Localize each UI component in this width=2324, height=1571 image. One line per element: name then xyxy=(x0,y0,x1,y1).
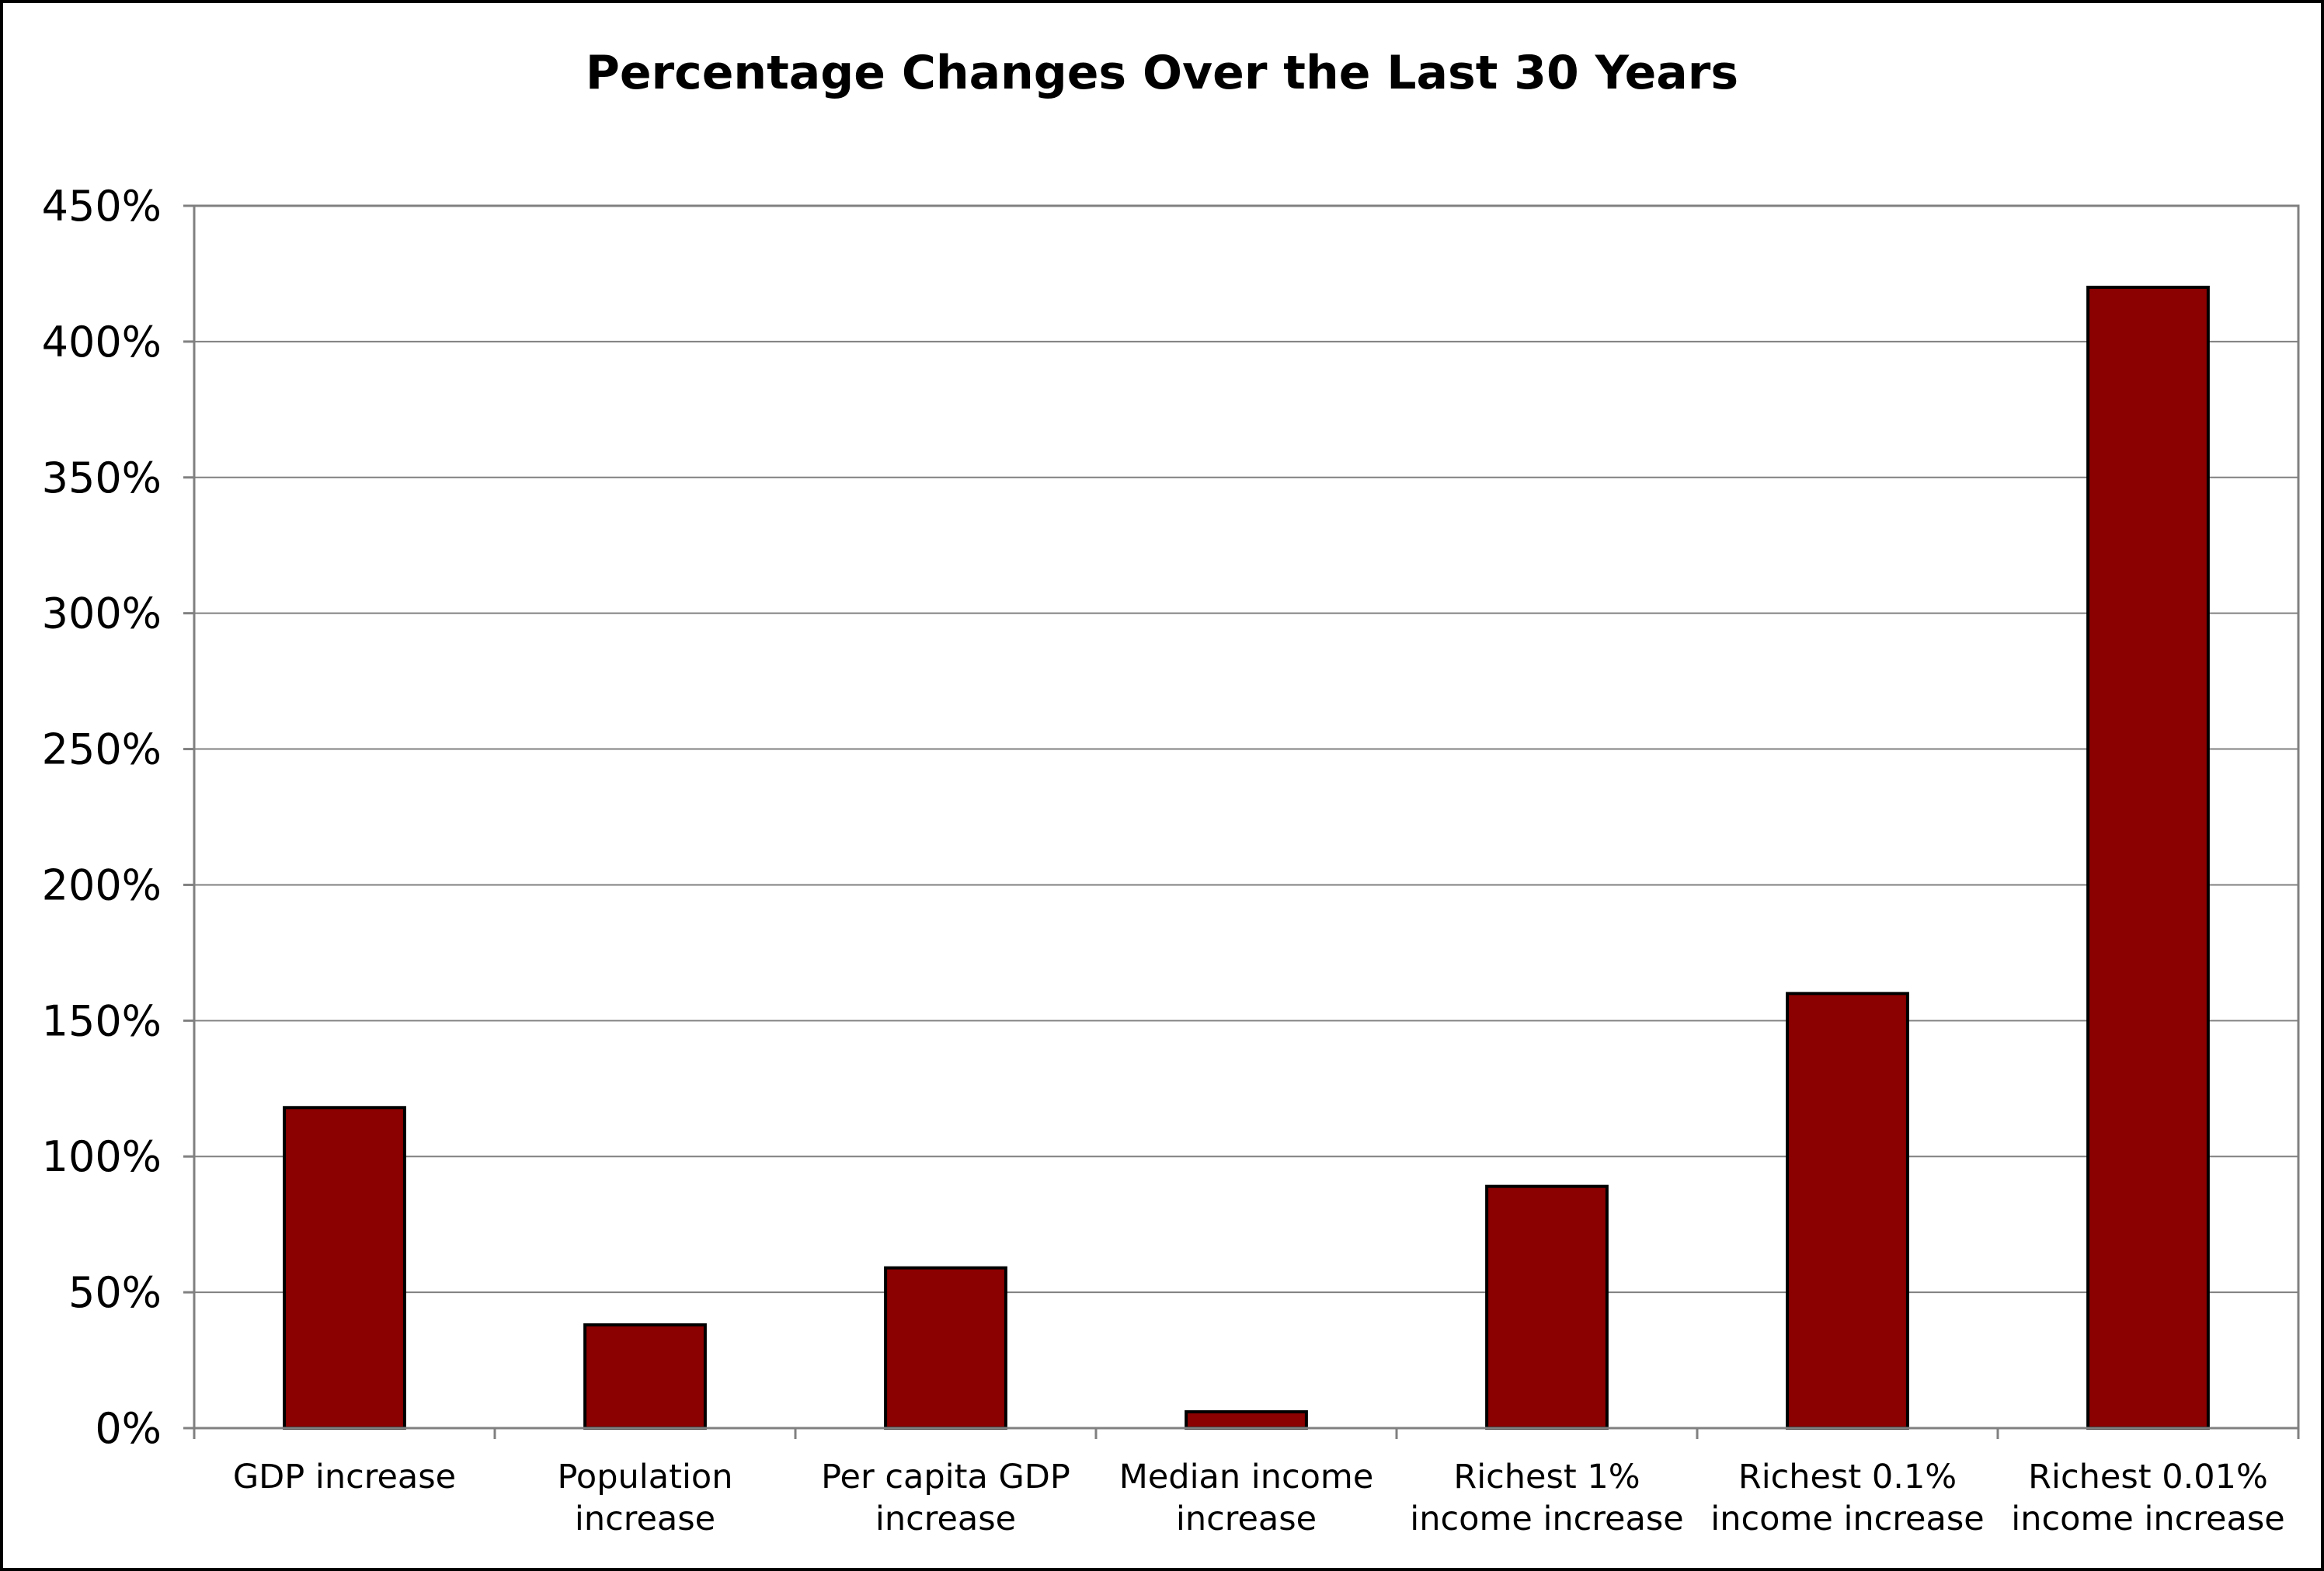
gridlines xyxy=(194,340,2298,1294)
y-tick-label: 200% xyxy=(42,860,162,909)
y-tick-label: 100% xyxy=(42,1132,162,1181)
bars xyxy=(283,285,2210,1430)
bar xyxy=(1786,992,1909,1430)
y-tick-label: 300% xyxy=(42,589,162,638)
bar xyxy=(884,1266,1007,1430)
y-tick-label: 350% xyxy=(42,454,162,502)
x-tick-label: Median income increase xyxy=(1119,1458,1374,1538)
x-axis-labels: GDP increase Population increase Per capita… xyxy=(233,1458,2285,1538)
bar xyxy=(283,1106,406,1430)
y-axis-labels: 0% 50% 100% 150% 200% 250% 300% 350% 400% 450% xyxy=(42,182,162,1453)
x-tick-label: Per capita GDP increase xyxy=(821,1458,1070,1538)
y-tick-label: 150% xyxy=(42,996,162,1045)
x-tick-label: Richest 0.1% income increase xyxy=(1710,1458,1984,1538)
y-tick-label: 400% xyxy=(42,318,162,367)
bar xyxy=(2086,285,2210,1430)
bar-chart: Percentage Changes Over the Last 30 Year… xyxy=(42,46,2300,1538)
chart-title: Percentage Changes Over the Last 30 Year… xyxy=(586,46,1738,100)
y-tick-label: 250% xyxy=(42,725,162,774)
x-tick-label: Richest 1% income increase xyxy=(1410,1458,1683,1538)
bar xyxy=(1485,1184,1609,1430)
bar xyxy=(1185,1410,1308,1430)
y-tick-label: 50% xyxy=(68,1268,162,1317)
bar xyxy=(583,1323,707,1430)
y-tick-label: 450% xyxy=(42,182,162,231)
x-tick-label: Population increase xyxy=(558,1458,733,1538)
y-tick-label: 0% xyxy=(95,1404,162,1453)
plot-area xyxy=(193,204,2300,1430)
x-tick-label: GDP increase xyxy=(233,1458,456,1496)
x-tick-label: Richest 0.01% income increase xyxy=(2011,1458,2284,1538)
axes xyxy=(183,204,2300,1439)
